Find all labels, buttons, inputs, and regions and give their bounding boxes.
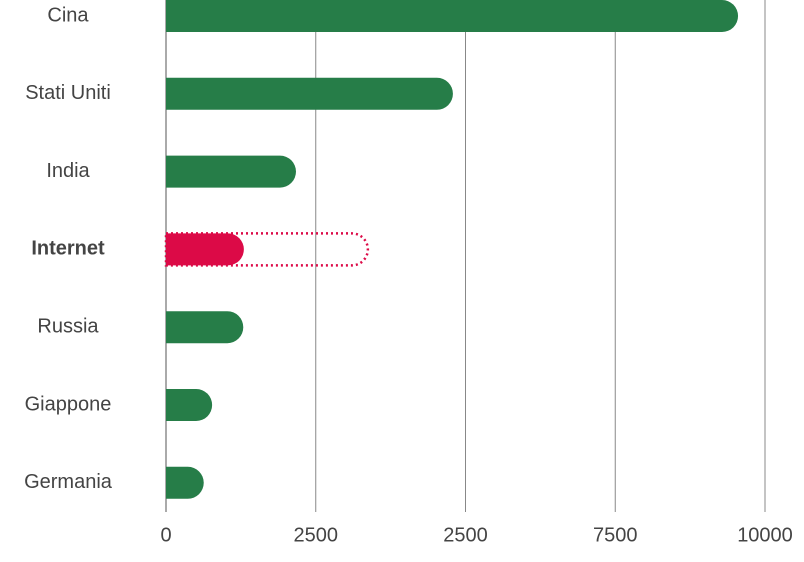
outline-bar bbox=[164, 232, 370, 267]
bar bbox=[166, 0, 739, 32]
x-tick-label: 7500 bbox=[593, 524, 638, 546]
bar bbox=[166, 233, 244, 266]
x-tick-label: 2500 bbox=[294, 524, 339, 546]
y-tick-label: Giappone bbox=[25, 393, 112, 415]
y-tick-label: Russia bbox=[37, 315, 99, 337]
bar bbox=[166, 155, 296, 188]
y-tick-label: Stati Uniti bbox=[25, 82, 111, 104]
y-tick-label: Cina bbox=[47, 4, 89, 26]
bar bbox=[166, 466, 204, 499]
x-tick-label: 10000 bbox=[737, 524, 793, 546]
bar bbox=[166, 389, 213, 421]
y-tick-label: Internet bbox=[31, 238, 105, 260]
x-tick-label: 0 bbox=[160, 524, 171, 546]
bar bbox=[166, 77, 453, 110]
x-tick-label: 2500 bbox=[443, 524, 488, 546]
y-tick-label: India bbox=[46, 160, 90, 182]
bar bbox=[166, 311, 244, 344]
y-tick-label: Germania bbox=[24, 471, 113, 493]
